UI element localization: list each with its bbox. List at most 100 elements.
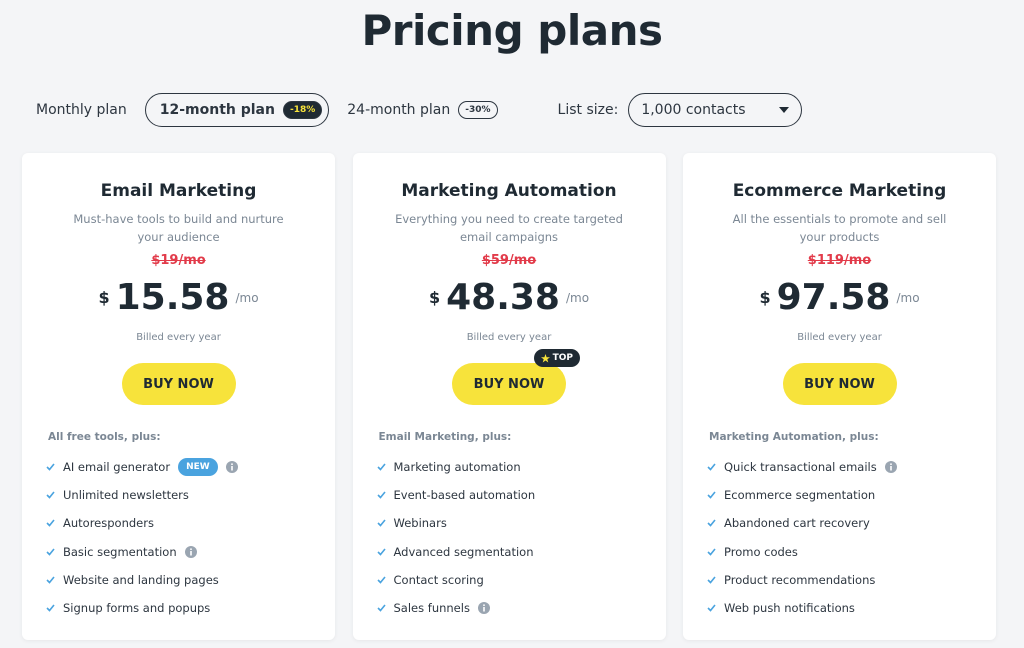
info-icon bbox=[225, 461, 238, 473]
feature-text: Abandoned cart recovery bbox=[724, 516, 870, 531]
price-period: /mo bbox=[565, 290, 590, 305]
description-line: Everything you need to create targeted bbox=[395, 212, 623, 226]
check-icon bbox=[376, 604, 386, 612]
check-icon bbox=[376, 519, 386, 528]
price: $15.58/mo bbox=[22, 277, 335, 318]
feature-text: Promo codes bbox=[724, 544, 798, 559]
feature-text: Autoresponders bbox=[63, 516, 154, 531]
feature-text: Contact scoring bbox=[393, 572, 484, 587]
feature-text: Basic segmentation bbox=[63, 544, 177, 559]
plan-option-label: 12-month plan bbox=[159, 102, 275, 118]
feature: Abandoned cart recovery bbox=[707, 513, 870, 533]
plan-option[interactable]: 12-month plan -18% bbox=[144, 93, 330, 127]
plan-option-label: 24-month plan bbox=[347, 102, 451, 118]
check-icon bbox=[46, 576, 55, 584]
description-line: All the essentials to promote and sell bbox=[732, 212, 947, 226]
check-icon bbox=[46, 463, 55, 471]
feature: Autoresponders bbox=[46, 513, 154, 533]
plan-option[interactable]: Monthly plan bbox=[36, 93, 141, 127]
feature: Web push notifications bbox=[707, 598, 855, 618]
feature-text: Signup forms and popups bbox=[63, 601, 211, 615]
description-line: Must-have tools to build and nurture bbox=[73, 212, 284, 226]
description-line: your audience bbox=[137, 230, 220, 244]
dropdown-arrow bbox=[779, 107, 790, 113]
price-period: /mo bbox=[235, 290, 259, 305]
currency: $ bbox=[98, 288, 110, 307]
feature-text: Marketing automation bbox=[393, 460, 521, 474]
discount-badge: -18% bbox=[282, 101, 323, 119]
currency: $ bbox=[428, 288, 441, 307]
feature: Promo codes bbox=[707, 542, 798, 562]
buy-button-label: BUY NOW bbox=[143, 376, 214, 392]
plan-option[interactable]: 24-month plan -30% bbox=[333, 93, 511, 127]
check-icon bbox=[376, 548, 386, 556]
check-icon bbox=[376, 491, 386, 499]
buy-button-label: BUY NOW bbox=[804, 376, 875, 392]
check-icon bbox=[707, 463, 716, 471]
feature: Basic segmentation bbox=[46, 542, 205, 562]
feature-text: Website and landing pages bbox=[63, 572, 219, 587]
top-badge: TOP bbox=[533, 349, 580, 367]
plan-card: Ecommerce Marketing All the essentials to… bbox=[683, 153, 996, 640]
feature-text: Product recommendations bbox=[724, 572, 876, 587]
feature: Advanced segmentation bbox=[376, 542, 534, 562]
feature-text: Sales funnels bbox=[393, 601, 470, 615]
old-price: $19/mo bbox=[151, 253, 206, 268]
feature: Website and landing pages bbox=[46, 570, 219, 590]
feature-text: Webinars bbox=[393, 516, 447, 531]
feature: Webinars bbox=[376, 513, 447, 533]
price: $97.58/mo bbox=[683, 277, 996, 318]
check-icon bbox=[46, 491, 55, 499]
info-icon bbox=[477, 602, 490, 614]
billing-note: Billed every year bbox=[466, 332, 552, 343]
feature: Quick transactional emails bbox=[707, 457, 905, 477]
top-badge-label: TOP bbox=[552, 353, 573, 363]
check-icon bbox=[376, 463, 386, 471]
feature-text: Web push notifications bbox=[724, 601, 855, 615]
price-amount: 97.58 bbox=[776, 277, 891, 318]
plan-description: All the essentials to promote and sell yo… bbox=[683, 210, 996, 246]
controls: Monthly plan 12-month plan -18% 24-month pl… bbox=[36, 93, 803, 127]
list-size-value: 1,000 contacts bbox=[641, 102, 746, 118]
new-badge: NEW bbox=[178, 458, 218, 476]
check-icon bbox=[376, 576, 386, 584]
plan-option-label: Monthly plan bbox=[36, 102, 127, 118]
check-icon bbox=[707, 491, 716, 499]
features-heading: All free tools, plus: bbox=[48, 431, 161, 443]
info-icon bbox=[884, 461, 897, 473]
check-icon bbox=[707, 604, 716, 612]
feature: Unlimited newsletters bbox=[46, 485, 189, 505]
feature: Event-based automation bbox=[376, 485, 535, 505]
feature: Marketing automation bbox=[376, 457, 521, 477]
feature-text: Advanced segmentation bbox=[393, 544, 534, 559]
price-amount: 48.38 bbox=[446, 277, 560, 318]
check-icon bbox=[46, 519, 55, 528]
feature-text: AI email generator bbox=[63, 460, 171, 474]
features-heading: Marketing Automation, plus: bbox=[709, 431, 879, 443]
buy-button-label: BUY NOW bbox=[473, 376, 545, 392]
check-icon bbox=[46, 548, 55, 556]
features-heading: Email Marketing, plus: bbox=[378, 431, 512, 443]
old-price: $59/mo bbox=[481, 253, 537, 268]
price-period: /mo bbox=[896, 290, 920, 305]
currency: $ bbox=[759, 288, 771, 307]
buy-button[interactable]: BUY NOW bbox=[121, 363, 236, 405]
check-icon bbox=[707, 576, 716, 584]
feature: Product recommendations bbox=[707, 570, 875, 590]
plan-description: Everything you need to create targeted em… bbox=[353, 210, 666, 246]
price: $48.38/mo bbox=[353, 277, 666, 318]
info-icon bbox=[184, 545, 197, 558]
buy-button[interactable]: BUY NOW TOP bbox=[452, 349, 580, 405]
plan-description: Must-have tools to build and nurture your… bbox=[22, 210, 335, 246]
plan-name: Ecommerce Marketing bbox=[732, 181, 947, 201]
check-icon bbox=[707, 548, 716, 556]
feature: AI email generator NEW bbox=[46, 457, 246, 477]
description-line: email campaigns bbox=[459, 230, 559, 244]
price-amount: 15.58 bbox=[115, 277, 230, 318]
feature-text: Quick transactional emails bbox=[724, 460, 877, 474]
list-size-select[interactable]: 1,000 contacts bbox=[628, 93, 803, 127]
buy-button[interactable]: BUY NOW bbox=[782, 363, 897, 405]
feature-text: Ecommerce segmentation bbox=[724, 488, 876, 503]
billing-note: Billed every year bbox=[136, 332, 221, 343]
